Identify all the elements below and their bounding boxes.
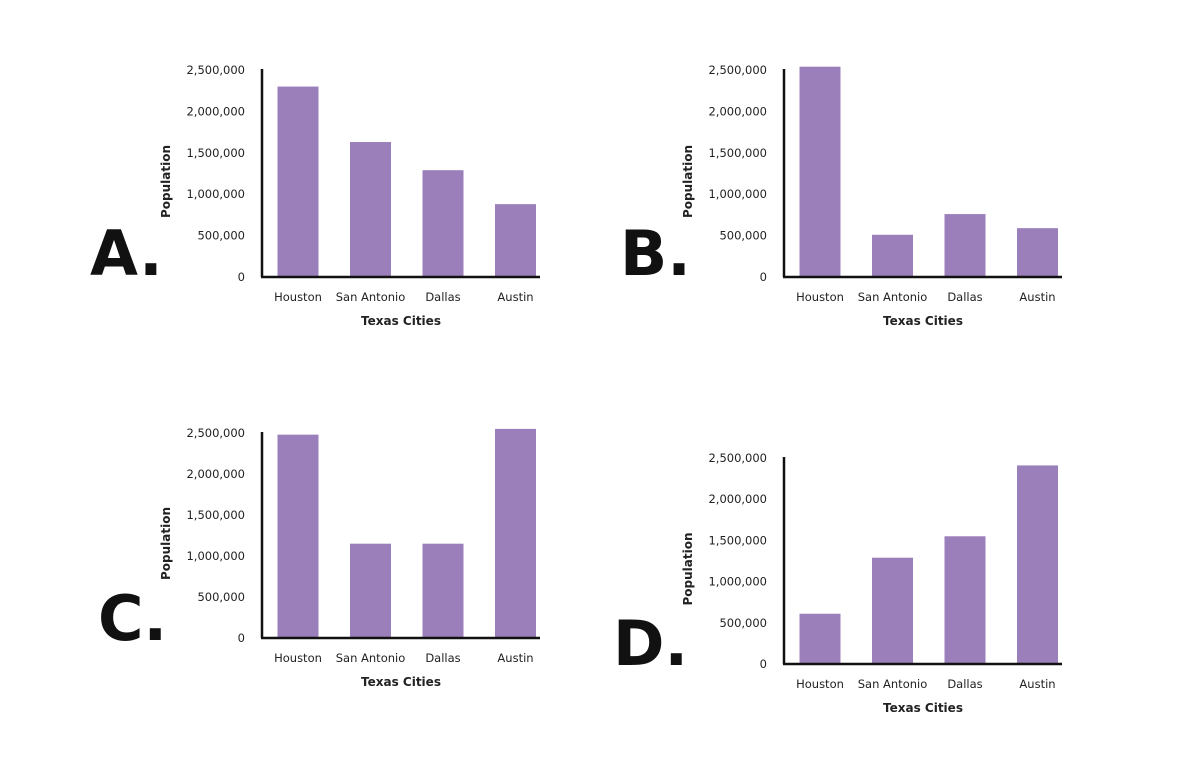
- panel-letter: B.: [620, 217, 691, 290]
- x-axis-title: Texas Cities: [361, 675, 441, 689]
- y-tick-label: 2,500,000: [708, 451, 767, 465]
- y-tick-label: 1,000,000: [186, 549, 245, 563]
- panel-letter: C.: [98, 582, 167, 655]
- x-tick-label: Houston: [796, 290, 844, 304]
- y-axis-title: Population: [159, 507, 173, 580]
- y-tick-label: 2,000,000: [708, 492, 767, 506]
- bar-austin: [495, 204, 536, 277]
- x-axis-title: Texas Cities: [883, 314, 963, 328]
- x-tick-label: San Antonio: [336, 290, 406, 304]
- x-tick-label: San Antonio: [858, 677, 928, 691]
- x-tick-label: Austin: [1019, 290, 1055, 304]
- y-tick-label: 2,000,000: [186, 104, 245, 118]
- y-tick-label: 500,000: [197, 229, 245, 243]
- x-tick-label: Houston: [796, 677, 844, 691]
- bar-san-antonio: [350, 543, 391, 638]
- bar-houston: [799, 66, 841, 277]
- x-tick-label: Dallas: [947, 677, 982, 691]
- bar-dallas: [422, 170, 464, 277]
- chart-panel-2: 0 500,000 1,000,000 1,500,000 2,000,000 2,500…: [620, 63, 1062, 328]
- y-tick-label: 0: [238, 270, 245, 284]
- bar-san-antonio: [872, 557, 913, 664]
- y-axis-title: Population: [681, 145, 695, 218]
- y-tick-label: 1,000,000: [708, 575, 767, 589]
- x-tick-label: Houston: [274, 651, 322, 665]
- y-tick-label: 1,500,000: [186, 146, 245, 160]
- bar-san-antonio: [350, 142, 391, 277]
- x-tick-label: San Antonio: [336, 651, 406, 665]
- bar-austin: [1017, 228, 1058, 277]
- y-axis-title: Population: [159, 145, 173, 218]
- bar-houston: [799, 613, 841, 664]
- panel-letter: A.: [90, 217, 163, 290]
- chart-panel-1: 0 500,000 1,000,000 1,500,000 2,000,000 2,500…: [90, 63, 540, 328]
- y-tick-label: 0: [760, 657, 767, 671]
- x-tick-label: Dallas: [425, 290, 460, 304]
- y-tick-label: 2,000,000: [708, 104, 767, 118]
- x-tick-label: Dallas: [947, 290, 982, 304]
- y-tick-label: 2,500,000: [708, 63, 767, 77]
- y-tick-label: 1,500,000: [186, 508, 245, 522]
- y-tick-label: 2,500,000: [186, 63, 245, 77]
- y-axis-title: Population: [681, 532, 695, 605]
- bar-austin: [495, 428, 536, 638]
- y-tick-label: 500,000: [719, 616, 767, 630]
- x-axis-title: Texas Cities: [361, 314, 441, 328]
- y-tick-label: 1,500,000: [708, 533, 767, 547]
- y-tick-label: 1,000,000: [708, 187, 767, 201]
- chart-panel-3: 0 500,000 1,000,000 1,500,000 2,000,000 2,500…: [98, 426, 540, 689]
- x-tick-label: Austin: [497, 290, 533, 304]
- x-tick-label: Austin: [497, 651, 533, 665]
- panel-letter: D.: [613, 607, 688, 680]
- y-tick-label: 0: [760, 270, 767, 284]
- y-tick-label: 2,000,000: [186, 467, 245, 481]
- y-tick-label: 0: [238, 631, 245, 645]
- x-tick-label: Dallas: [425, 651, 460, 665]
- bar-san-antonio: [872, 234, 913, 277]
- y-tick-label: 500,000: [197, 590, 245, 604]
- chart-panel-4: 0 500,000 1,000,000 1,500,000 2,000,000 2,500…: [613, 451, 1062, 715]
- bar-dallas: [422, 543, 464, 638]
- x-axis-title: Texas Cities: [883, 701, 963, 715]
- x-tick-label: Austin: [1019, 677, 1055, 691]
- bar-houston: [277, 86, 319, 277]
- y-tick-label: 1,000,000: [186, 187, 245, 201]
- bar-houston: [277, 434, 319, 638]
- bar-austin: [1017, 465, 1058, 664]
- bar-dallas: [944, 536, 986, 664]
- y-tick-label: 500,000: [719, 229, 767, 243]
- y-tick-label: 2,500,000: [186, 426, 245, 440]
- bar-dallas: [944, 214, 986, 277]
- x-tick-label: San Antonio: [858, 290, 928, 304]
- x-tick-label: Houston: [274, 290, 322, 304]
- y-tick-label: 1,500,000: [708, 146, 767, 160]
